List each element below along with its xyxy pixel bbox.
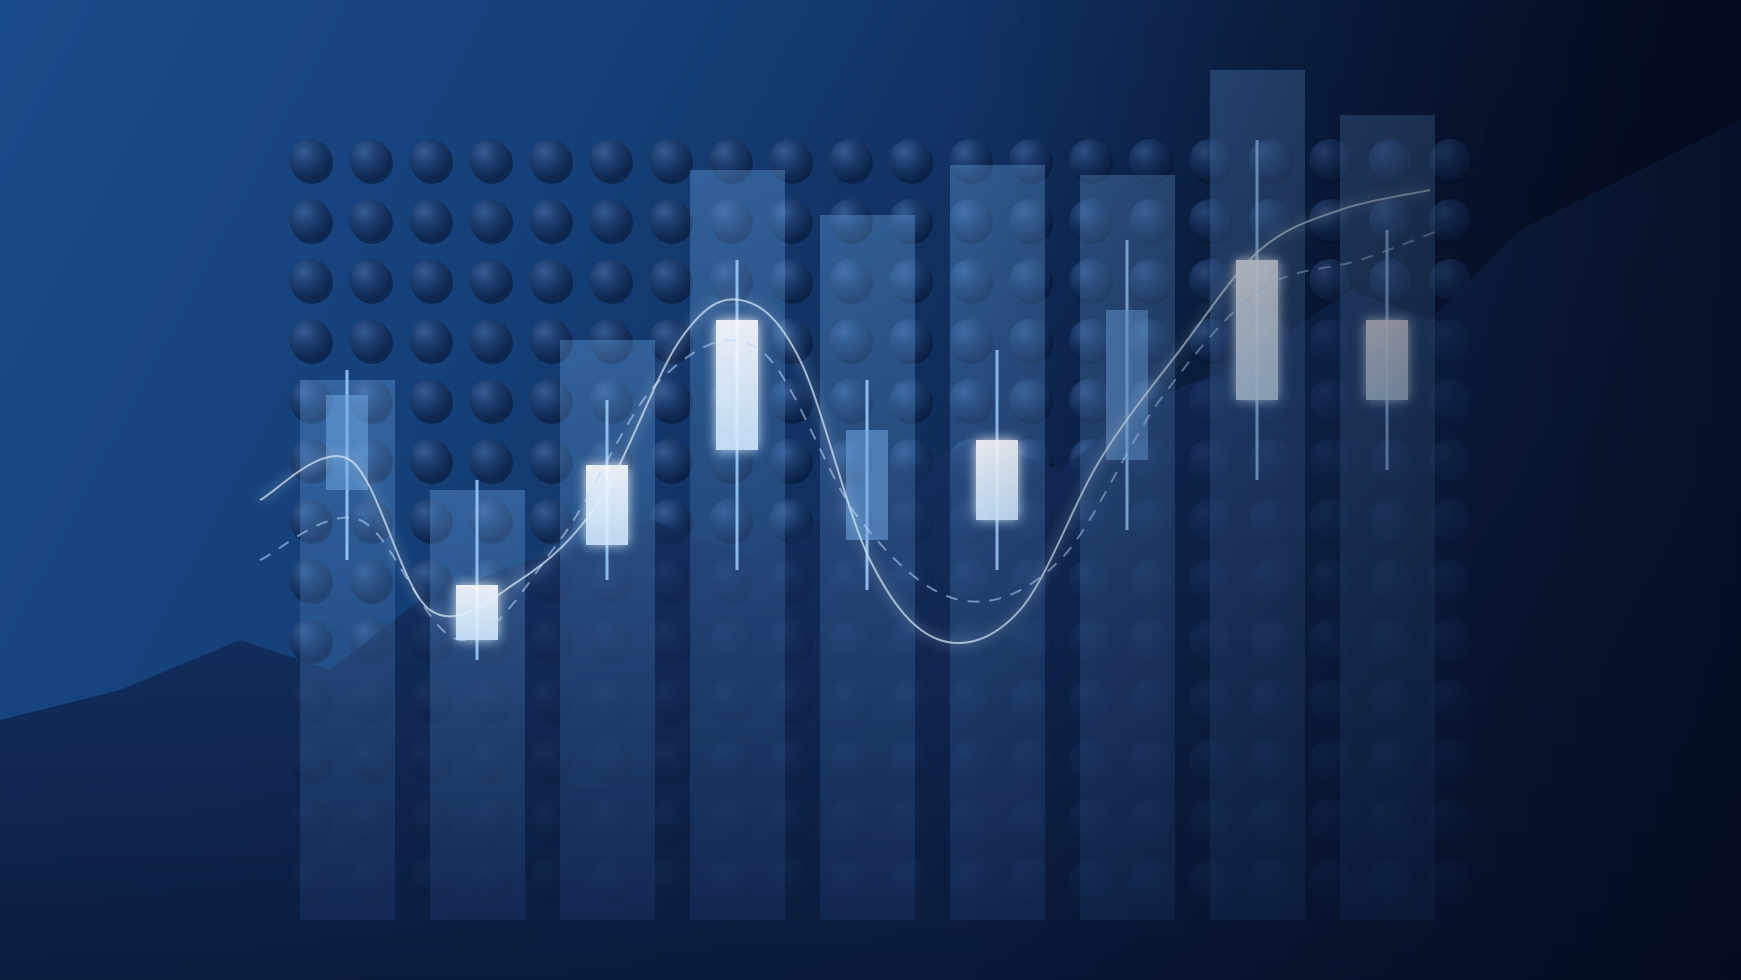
financial-chart-graphic bbox=[0, 0, 1741, 980]
vignette-overlay bbox=[0, 0, 1741, 980]
chart-svg bbox=[0, 0, 1741, 980]
